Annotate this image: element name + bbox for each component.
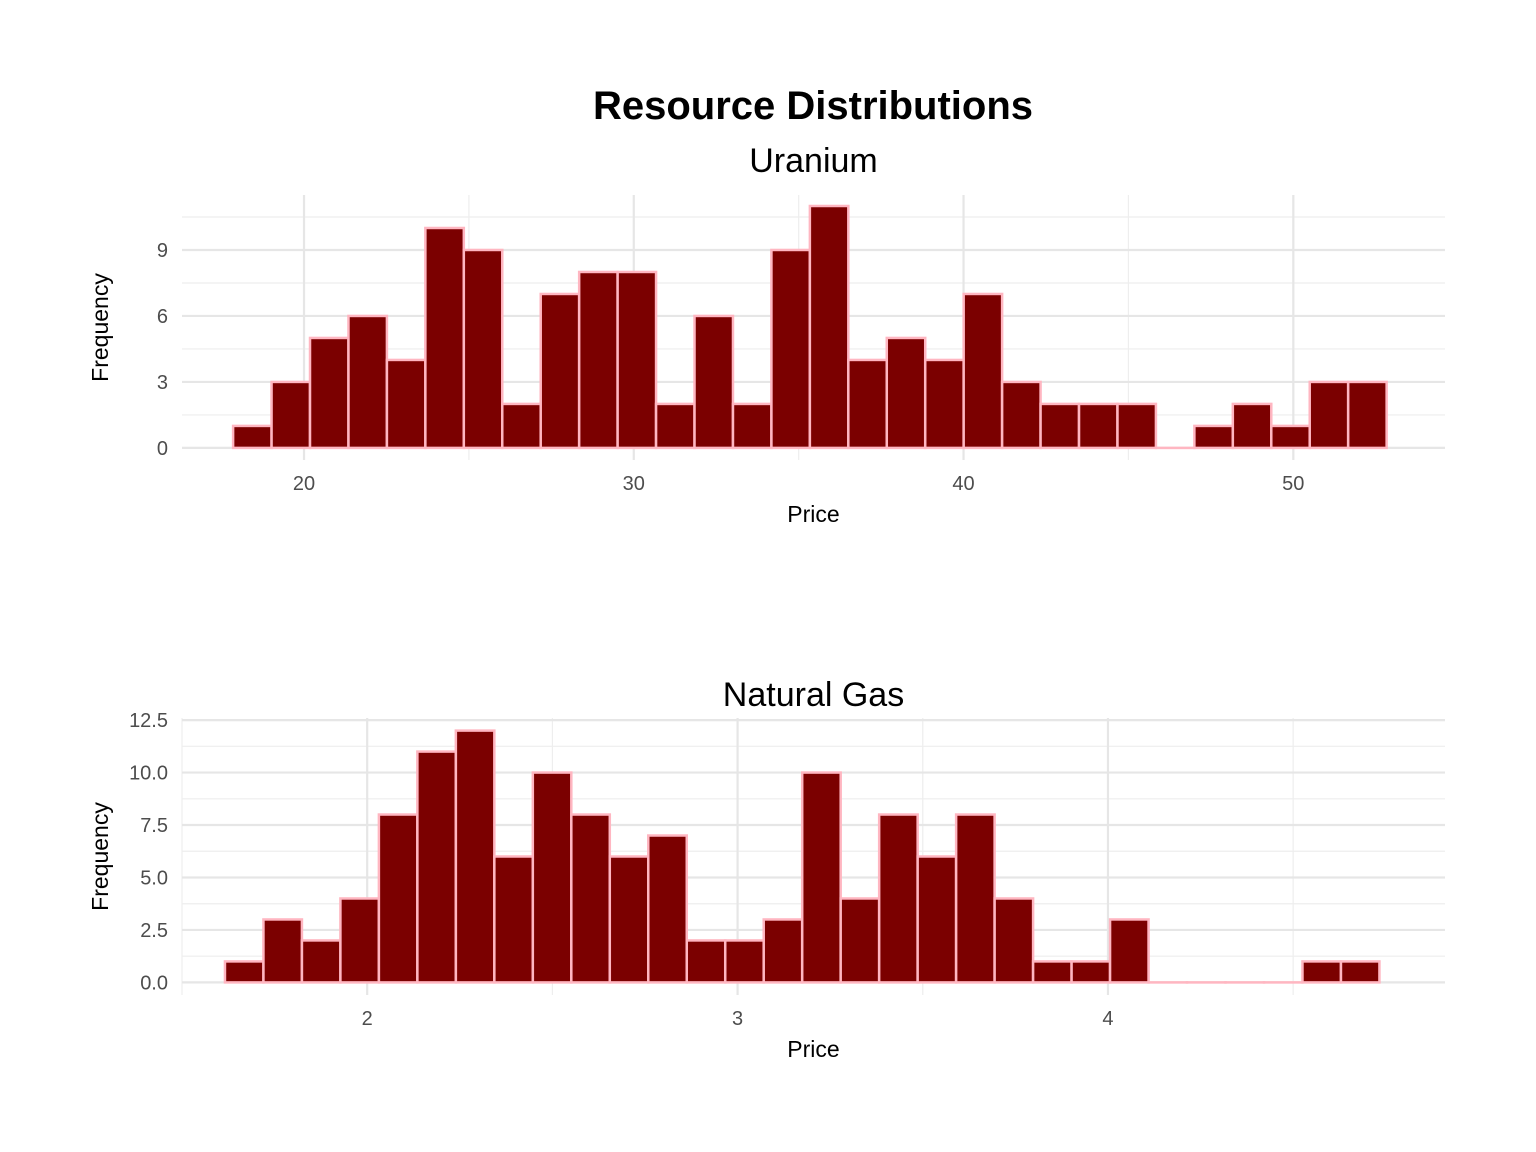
- histogram-bar: [685, 939, 727, 984]
- histogram-bar: [723, 939, 765, 984]
- histogram-bar: [570, 813, 612, 984]
- y-tick-label: 6: [157, 306, 168, 328]
- y-tick-label: 2.5: [140, 920, 168, 942]
- histogram-bar: [770, 248, 812, 450]
- histogram-bar: [1346, 380, 1388, 450]
- x-tick-label: 20: [293, 473, 315, 495]
- histogram-bar: [308, 336, 350, 450]
- histogram-bar: [1308, 380, 1350, 450]
- histogram-bar: [954, 813, 996, 984]
- histogram-bar: [693, 314, 735, 450]
- y-tick-label: 7.5: [140, 815, 168, 837]
- histogram-bar: [731, 402, 773, 450]
- x-axis-title: Price: [787, 1036, 839, 1062]
- x-axis-title: Price: [787, 501, 839, 527]
- panel-subtitle: Natural Gas: [723, 676, 904, 714]
- histogram-bar: [493, 855, 535, 984]
- histogram-bar: [1070, 960, 1112, 984]
- histogram-bar: [1116, 402, 1158, 450]
- histogram-bar: [1000, 380, 1042, 450]
- histogram-bar: [501, 402, 542, 450]
- y-tick-label: 0.0: [140, 972, 168, 994]
- histogram-bar: [339, 897, 381, 984]
- histogram-bar: [1231, 402, 1273, 450]
- histogram-bar: [762, 918, 804, 984]
- y-tick-label: 9: [157, 240, 168, 262]
- histogram-bar: [616, 270, 658, 450]
- histogram-bar: [1031, 960, 1073, 984]
- histogram-bar: [231, 424, 273, 450]
- histogram-bar: [531, 771, 573, 984]
- histogram-bar: [1270, 424, 1311, 450]
- histogram-bar: [800, 771, 842, 984]
- histogram-bar: [416, 750, 458, 984]
- y-tick-label: 12.5: [129, 710, 168, 732]
- histogram-bar: [262, 918, 304, 984]
- y-axis-title: Frequency: [87, 273, 113, 382]
- histogram-bar: [539, 292, 581, 450]
- histogram-bar: [923, 358, 965, 450]
- y-axis-title: Frequency: [87, 802, 113, 911]
- histogram-bar: [916, 855, 958, 984]
- histogram-bar: [1301, 960, 1343, 984]
- histogram-bar: [885, 336, 927, 450]
- histogram-bar: [347, 314, 389, 450]
- x-tick-label: 30: [623, 473, 645, 495]
- histogram-bar: [847, 358, 889, 450]
- histogram-bar: [808, 204, 850, 450]
- histogram-bar: [654, 402, 696, 450]
- panel-subtitle: Uranium: [749, 142, 877, 180]
- x-tick-label: 4: [1102, 1008, 1113, 1030]
- histogram-bar: [424, 226, 466, 450]
- y-tick-label: 0: [157, 438, 168, 460]
- histogram-bar: [993, 897, 1035, 984]
- histogram-bar: [1039, 402, 1081, 450]
- histogram-bar: [1193, 424, 1235, 450]
- histogram-bar: [454, 729, 496, 984]
- histogram-bar: [962, 292, 1004, 450]
- chart-title: Resource Distributions: [592, 84, 1034, 128]
- y-tick-label: 3: [157, 372, 168, 394]
- histogram-bar: [1077, 402, 1119, 450]
- histogram-bar: [1108, 918, 1150, 984]
- histogram-bar: [839, 897, 881, 984]
- histogram-bar: [577, 270, 619, 450]
- histogram-bar: [270, 380, 312, 450]
- histogram-bar: [647, 834, 689, 984]
- histogram-bar: [462, 248, 504, 450]
- histogram-bar: [1339, 960, 1381, 984]
- histogram-bar: [877, 813, 919, 984]
- panel-2: 2 3 4 0.0 2.5 5.0 7.5 10.0 12.5 Price Frequency Nat…: [87, 676, 1445, 1062]
- panel-1: 20 30 40 50 0 3 6 9 Price Frequency Uranium: [87, 142, 1445, 527]
- x-tick-label: 3: [732, 1008, 743, 1030]
- histogram-bar: [608, 855, 650, 984]
- x-tick-label: 50: [1282, 473, 1304, 495]
- histogram-bar: [300, 939, 342, 984]
- histogram-bar: [385, 358, 427, 450]
- x-tick-label: 2: [362, 1008, 373, 1030]
- y-tick-label: 5.0: [140, 867, 168, 889]
- histogram-bar: [377, 813, 419, 984]
- histogram-bar: [223, 960, 265, 984]
- x-tick-label: 40: [952, 473, 974, 495]
- y-tick-label: 10.0: [129, 763, 168, 785]
